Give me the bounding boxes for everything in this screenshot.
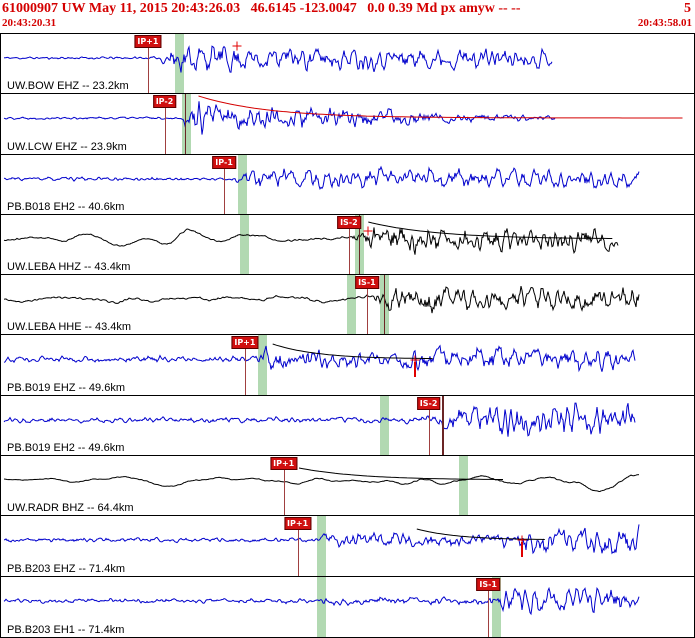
station-channel-label: PB.B203 EH1 -- 71.4km <box>7 623 125 636</box>
pick-window-marker[interactable] <box>459 456 469 516</box>
pick-flag[interactable]: IP-1 <box>212 155 236 169</box>
pick-flag[interactable]: IP+1 <box>231 336 259 350</box>
waveform-trace-7[interactable] <box>1 396 694 454</box>
coda-decay-curve <box>368 221 613 239</box>
station-channel-label: PB.B203 EHZ -- 71.4km <box>7 562 125 575</box>
station-channel-label: UW.LEBA HHE -- 43.4km <box>7 321 132 334</box>
waveform-trace-3[interactable] <box>1 155 694 213</box>
pick-window-marker[interactable] <box>257 335 267 395</box>
pick-time-line[interactable] <box>384 275 386 335</box>
pick-window-marker[interactable] <box>346 275 356 335</box>
cross-marker-icon[interactable] <box>410 355 420 365</box>
waveform-trace-8[interactable] <box>1 456 694 514</box>
waveform-trace-6[interactable] <box>1 335 694 393</box>
pick-flag[interactable]: IP-2 <box>152 95 177 109</box>
pick-flag-stem <box>428 406 430 456</box>
station-channel-label: PB.B019 EH2 -- 49.6km <box>7 442 125 455</box>
window-start-time: 20:43:20.31 <box>2 17 57 29</box>
event-header: 61000907 UW May 11, 2015 20:43:26.03 46.… <box>0 0 695 17</box>
pick-flag[interactable]: IS-2 <box>416 396 441 410</box>
pick-flag-stem <box>348 225 350 275</box>
pick-flag-stem <box>297 527 299 576</box>
cross-marker-icon[interactable] <box>232 41 242 51</box>
pick-flag[interactable]: IP+1 <box>270 457 298 471</box>
trace-panel-8[interactable]: IP+1 UW.RADR BHZ -- 64.4km <box>1 456 694 517</box>
pick-flag-stem <box>283 467 285 516</box>
pick-flag[interactable]: IP+1 <box>134 35 162 48</box>
pick-flag-stem <box>488 587 490 637</box>
pick-time-line[interactable] <box>441 395 444 456</box>
pick-flag[interactable]: IS-1 <box>476 577 500 591</box>
trace-panel-7[interactable]: IS-2 PB.B019 EH2 -- 49.6km <box>1 395 694 457</box>
waveform-trace-2[interactable] <box>1 94 694 152</box>
waveform-trace-1[interactable] <box>1 34 694 92</box>
station-channel-label: UW.RADR BHZ -- 64.4km <box>7 502 134 515</box>
pick-window-marker[interactable] <box>238 154 248 214</box>
pick-time-line[interactable] <box>185 94 187 154</box>
pick-flag-stem <box>147 45 149 94</box>
waveform-trace-4[interactable] <box>1 215 694 273</box>
trace-panel-9[interactable]: IP+1 PB.B203 EHZ -- 71.4km <box>1 516 694 577</box>
station-channel-label: PB.B019 EHZ -- 49.6km <box>7 381 125 394</box>
station-channel-label: UW.LEBA HHZ -- 43.4km <box>7 261 131 274</box>
cross-marker-icon[interactable] <box>363 226 373 236</box>
coda-decay-curve <box>298 467 503 481</box>
pick-window-marker[interactable] <box>316 516 326 576</box>
pick-flag[interactable]: IP+1 <box>284 517 312 531</box>
pick-flag-stem <box>224 165 226 214</box>
station-channel-label: UW.LCW EHZ -- 23.9km <box>7 140 127 153</box>
pick-time-line[interactable] <box>359 214 361 275</box>
trace-panel-5[interactable]: IS-1 UW.LEBA HHE -- 43.4km <box>1 275 694 336</box>
station-channel-label: UW.BOW EHZ -- 23.2km <box>7 80 129 93</box>
pick-window-marker[interactable] <box>316 576 326 637</box>
coda-end-tick[interactable] <box>521 541 524 557</box>
window-end-time: 20:43:58.01 <box>637 17 692 29</box>
pick-flag-stem <box>244 346 246 395</box>
trace-panel-10[interactable]: IS-1 PB.B203 EH1 -- 71.4km <box>1 576 694 637</box>
pick-flag-stem <box>164 105 166 154</box>
pick-window-marker[interactable] <box>492 576 501 637</box>
trace-panel-2[interactable]: IP-2 UW.LCW EHZ -- 23.9km <box>1 94 694 155</box>
pick-window-marker[interactable] <box>240 214 250 275</box>
waveform-trace-10[interactable] <box>1 577 694 635</box>
pick-flag-stem <box>366 286 368 335</box>
time-window-header: 20:43:20.31 20:43:58.01 <box>0 17 695 29</box>
waveform-trace-5[interactable] <box>1 275 694 333</box>
pick-window-marker[interactable] <box>379 395 389 456</box>
trace-panel-6[interactable]: IP+1 PB.B019 EHZ -- 49.6km <box>1 335 694 396</box>
cross-marker-icon[interactable] <box>517 535 527 545</box>
coda-decay-curve <box>198 95 683 119</box>
trace-panel-3[interactable]: IP-1 PB.B018 EH2 -- 40.6km <box>1 154 694 215</box>
trace-area: IP+1 UW.BOW EHZ -- 23.2km IP-2 UW.LCW EHZ -… <box>0 33 695 638</box>
trace-panel-4[interactable]: IS-2 UW.LEBA HHZ -- 43.4km <box>1 214 694 276</box>
station-channel-label: PB.B018 EH2 -- 40.6km <box>7 200 125 213</box>
trace-panel-1[interactable]: IP+1 UW.BOW EHZ -- 23.2km <box>1 34 694 95</box>
page-indicator: 5 <box>684 1 691 16</box>
pick-flag[interactable]: IS-1 <box>355 276 379 290</box>
event-summary: 61000907 UW May 11, 2015 20:43:26.03 46.… <box>2 1 521 16</box>
coda-end-tick[interactable] <box>413 361 416 377</box>
pick-flag[interactable]: IS-2 <box>337 215 361 229</box>
coda-decay-curve <box>272 344 433 360</box>
